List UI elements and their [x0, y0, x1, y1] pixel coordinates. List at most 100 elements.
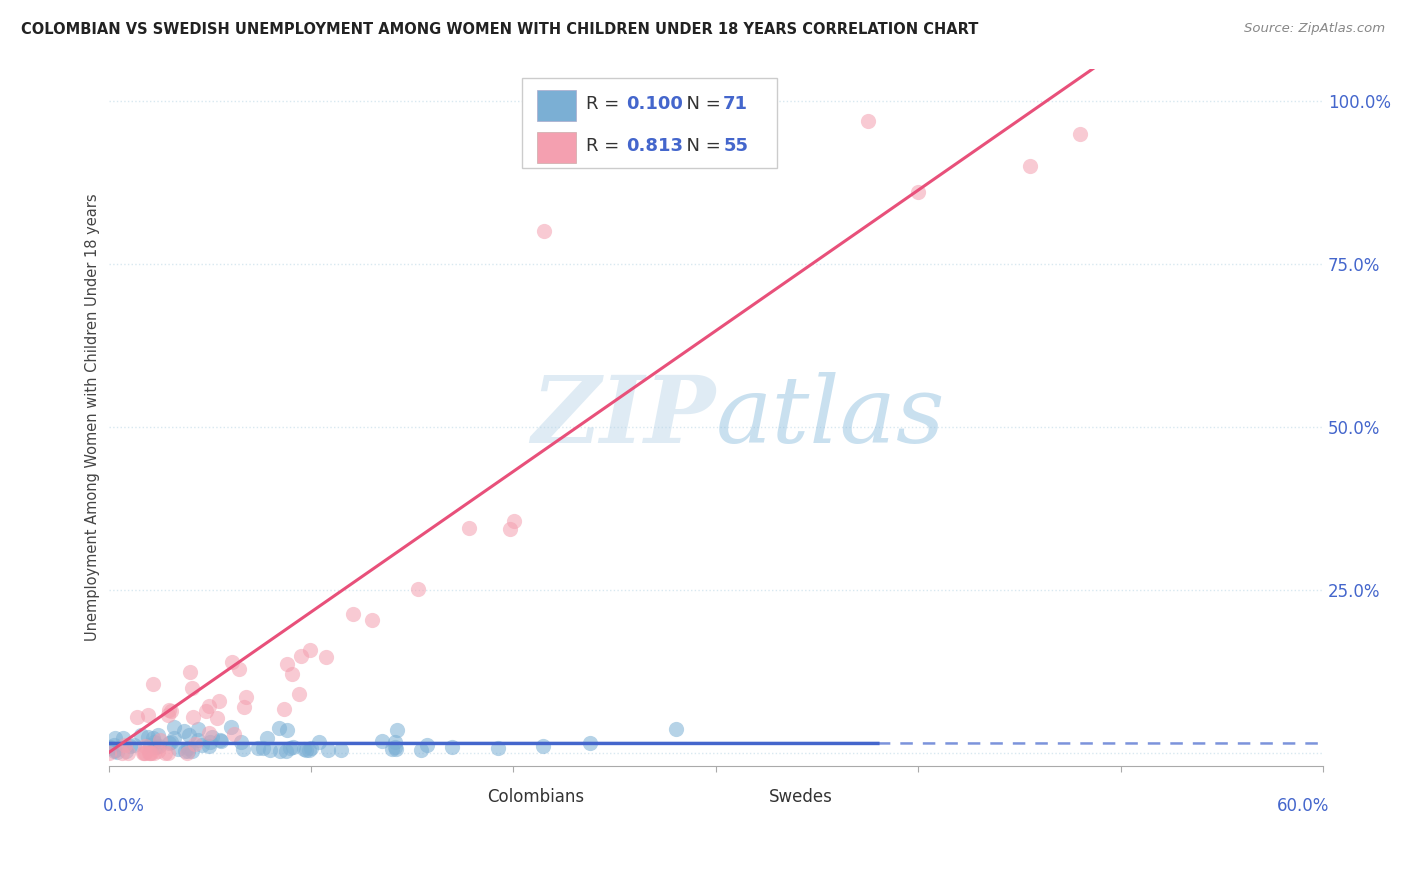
Text: 55: 55 [723, 136, 748, 155]
Point [184, 737, 207, 751]
Point [298, 743, 321, 757]
Point [232, 742, 254, 756]
Point [134, 739, 156, 753]
Point [163, 731, 186, 745]
Text: Swedes: Swedes [769, 788, 834, 806]
Point [256, 731, 278, 746]
Point [98, 741, 121, 756]
Text: 0.100: 0.100 [626, 95, 683, 113]
Point [198, 699, 221, 714]
Point [129, 728, 152, 742]
FancyBboxPatch shape [537, 90, 576, 120]
Point [149, 733, 172, 747]
Point [173, 724, 195, 739]
Point [269, 744, 291, 758]
Point [190, 738, 212, 752]
Text: 0.813: 0.813 [626, 136, 683, 155]
Point [136, 731, 159, 745]
Point [153, 746, 176, 760]
Point [134, 746, 156, 760]
Text: Source: ZipAtlas.com: Source: ZipAtlas.com [1244, 22, 1385, 36]
Point [177, 740, 200, 755]
Point [440, 739, 463, 754]
Point [146, 728, 169, 742]
Point [208, 693, 231, 707]
Point [579, 736, 602, 750]
Point [156, 707, 179, 722]
Point [174, 744, 197, 758]
Point [181, 744, 204, 758]
Text: N =: N = [675, 95, 725, 113]
Point [299, 643, 322, 657]
Point [329, 743, 352, 757]
Point [259, 742, 281, 756]
Point [292, 742, 315, 756]
Text: 60.0%: 60.0% [1277, 797, 1329, 815]
Point [157, 703, 180, 717]
Point [387, 723, 409, 737]
Point [498, 522, 520, 536]
Point [112, 731, 135, 746]
Point [207, 711, 229, 725]
Point [411, 742, 433, 756]
Point [276, 723, 298, 738]
Point [179, 728, 201, 742]
Point [198, 726, 221, 740]
Point [246, 741, 269, 756]
Point [209, 733, 232, 747]
Point [294, 743, 316, 757]
Point [252, 741, 274, 756]
Point [269, 721, 291, 735]
Point [157, 736, 180, 750]
Point [856, 113, 879, 128]
Point [132, 746, 155, 760]
Point [221, 655, 243, 669]
Point [665, 723, 688, 737]
FancyBboxPatch shape [727, 785, 756, 809]
Point [146, 743, 169, 757]
Point [132, 746, 155, 760]
Point [278, 740, 301, 755]
Point [299, 741, 322, 756]
Point [186, 733, 208, 747]
Point [176, 746, 198, 760]
Point [1069, 127, 1091, 141]
Point [180, 681, 202, 695]
Point [114, 738, 136, 752]
Point [229, 735, 252, 749]
Point [276, 657, 298, 671]
Point [136, 708, 159, 723]
Point [141, 746, 163, 760]
Point [115, 744, 138, 758]
Point [142, 731, 165, 745]
Point [160, 735, 183, 749]
Point [159, 704, 181, 718]
Point [308, 735, 330, 749]
Point [503, 514, 526, 528]
Text: atlas: atlas [716, 372, 945, 462]
Point [104, 743, 127, 757]
Point [381, 741, 404, 756]
Point [315, 650, 337, 665]
Text: N =: N = [675, 136, 725, 155]
Point [228, 662, 250, 676]
Point [105, 745, 128, 759]
Text: COLOMBIAN VS SWEDISH UNEMPLOYMENT AMONG WOMEN WITH CHILDREN UNDER 18 YEARS CORRE: COLOMBIAN VS SWEDISH UNEMPLOYMENT AMONG … [21, 22, 979, 37]
Point [385, 742, 408, 756]
Point [384, 735, 406, 749]
Point [281, 739, 304, 754]
Point [219, 720, 242, 734]
Point [100, 739, 122, 754]
Y-axis label: Unemployment Among Women with Children Under 18 years: Unemployment Among Women with Children U… [86, 194, 100, 640]
Point [488, 740, 510, 755]
Point [235, 690, 257, 705]
Text: 71: 71 [723, 95, 748, 113]
Point [176, 744, 198, 758]
Point [197, 739, 219, 753]
Point [122, 739, 145, 753]
Point [384, 740, 406, 755]
Point [145, 739, 167, 754]
Point [208, 732, 231, 747]
Point [233, 700, 256, 714]
Point [103, 731, 125, 745]
